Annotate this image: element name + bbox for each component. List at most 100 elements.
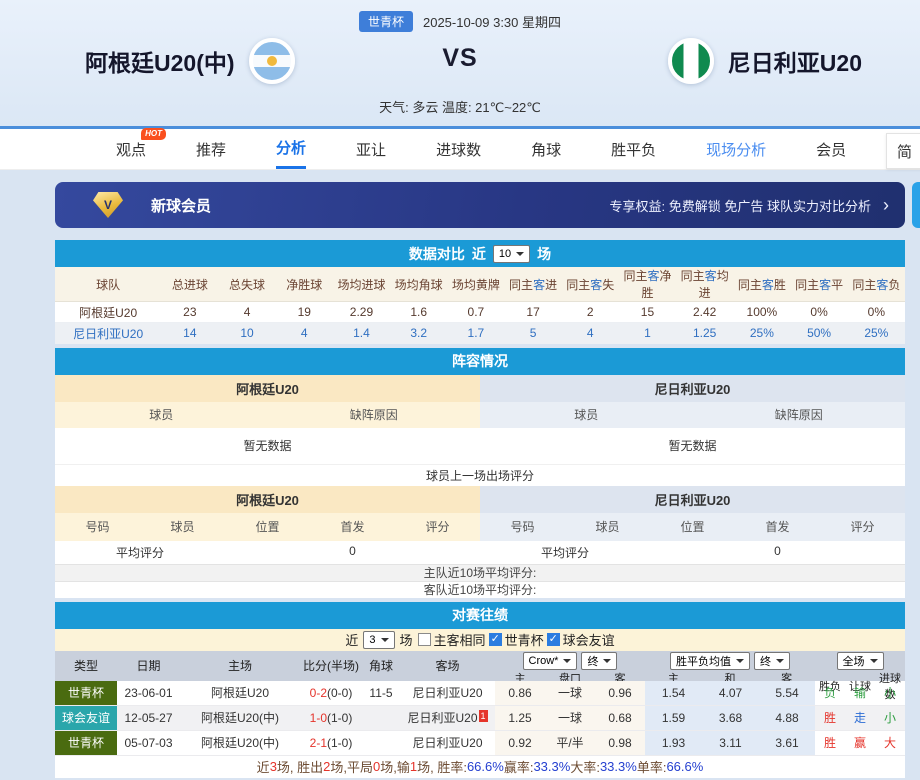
handicap-odds: 0.68 — [595, 705, 645, 730]
rating-caption: 球员上一场出场评分 — [55, 463, 905, 486]
compare-rounds-select[interactable]: 10 — [492, 244, 531, 263]
ratings-col-header: 号码 — [85, 520, 110, 534]
away-avg-label: 平均评分 — [540, 545, 589, 560]
compare-value: 25% — [847, 322, 905, 344]
compare-col-header: 同主客平 — [790, 267, 848, 302]
checkbox-主客相同[interactable] — [417, 633, 431, 646]
compare-team-name[interactable]: 阿根廷U20 — [55, 301, 162, 323]
caret-down-icon — [776, 658, 784, 667]
score-fulltime: 2-1 — [309, 735, 327, 750]
checkbox-label: 主客相同 — [433, 633, 486, 648]
nigeria-flag-icon — [667, 38, 714, 84]
h2h-rounds-select[interactable]: 3 — [363, 630, 395, 649]
compare-value: 4 — [275, 322, 333, 344]
score-fulltime: 0-2 — [309, 685, 327, 700]
summary-segment: 场, 胜率: — [417, 760, 467, 775]
handicap-odds: 0.98 — [595, 730, 645, 755]
h2h-header-客场: 客场 — [435, 659, 460, 673]
ratings-away-team: 尼日利亚U20 — [480, 485, 905, 513]
checkbox-label: 世青杯 — [504, 633, 544, 648]
nav-tab-现场分析[interactable]: 现场分析 — [706, 141, 767, 159]
result-flag: 小 — [883, 686, 896, 700]
sun-icon — [266, 56, 277, 66]
league-badge: 世青杯 — [358, 11, 413, 32]
final-odds-select[interactable]: 终 — [581, 651, 618, 670]
compare-value: 10 — [218, 322, 276, 344]
compare-col-header: 同主客进 — [504, 267, 562, 302]
match-date: 05-07-03 — [124, 735, 173, 750]
nav-tab-推荐[interactable]: 推荐 — [196, 141, 227, 159]
vip-diamond-icon: V — [91, 190, 125, 220]
compare-col-header: 场均角球 — [390, 267, 448, 302]
bookmaker-select[interactable]: Crow* — [522, 651, 578, 670]
checkbox-球会友谊[interactable] — [546, 632, 560, 646]
lineup-away-empty: 暂无数据 — [668, 439, 717, 453]
wdl-avg-select[interactable]: 胜平负均值 — [670, 651, 750, 670]
result-flag: 大 — [883, 736, 896, 750]
wdl-group-labels: 主和客 — [645, 670, 815, 686]
home-avg-value: 0 — [349, 543, 356, 558]
nav-tab-会员[interactable]: 会员 — [816, 141, 847, 159]
result-group-labels: 胜负 让球 进球数 — [815, 670, 905, 702]
caret-down-icon — [869, 658, 878, 667]
lang-toggle-button[interactable]: 简 — [886, 133, 920, 169]
compare-value: 1.4 — [332, 322, 391, 344]
compare-value: 5 — [504, 322, 562, 344]
compare-value: 25% — [733, 322, 791, 344]
score-halftime: (0-0) — [327, 685, 353, 700]
blue-char: 客 — [761, 277, 774, 292]
compare-col-header: 同主客净胜 — [618, 267, 677, 302]
match-score: 1-0 (1-0) — [300, 706, 362, 730]
compare-value: 14 — [161, 322, 219, 344]
next-banner-peek[interactable] — [912, 182, 920, 228]
nav-tab-分析[interactable]: 分析 — [276, 129, 307, 169]
vip-banner[interactable]: V 新球会员 专享权益: 免费解锁 免广告 球队实力对比分析 › — [55, 182, 905, 228]
caret-down-icon — [603, 658, 612, 667]
caret-down-icon — [380, 637, 389, 646]
score-halftime: (1-0) — [327, 710, 353, 725]
nav-tab-胜平负[interactable]: 胜平负 — [611, 141, 657, 159]
h2h-filter-row: 近 3 场 主客相同 世青杯 球会友谊 — [55, 628, 905, 651]
wdl-odds: 1.59 — [645, 705, 702, 730]
h2h-header-进球数: 进球数 — [879, 672, 901, 701]
handicap-odds: 0.92 — [495, 730, 545, 755]
h2h-row: 世青杯 23-06-01 阿根廷U20 0-2 (0-0) 11-5 尼日利亚U20 0.86… — [55, 680, 905, 706]
compare-value: 100% — [733, 301, 791, 323]
wdl-group: 胜平负均值 终主 和 客 — [645, 651, 815, 685]
lineup-col-player: 球员 — [574, 408, 599, 422]
nav-tab-角球[interactable]: 角球 — [531, 141, 562, 159]
ratings-col-header: 号码 — [510, 520, 535, 534]
nav-tab-观点[interactable]: 观点 HOT — [116, 128, 167, 169]
vip-benefits: 专享权益: 免费解锁 免广告 球队实力对比分析 › — [610, 196, 905, 215]
h2h-table-header: 类型 日期 主场 比分(半场) 角球 客场 Crow* 终主盘口客胜平负均值终主和客全场 胜负让… — [55, 650, 905, 701]
home-team-link[interactable]: 阿根廷U20(中) — [200, 736, 279, 750]
ratings-team-headers: 阿根廷U20 尼日利亚U20 — [55, 485, 905, 513]
home-team-link[interactable]: 阿根廷U20(中) — [200, 711, 279, 725]
compare-team-name[interactable]: 尼日利亚U20 — [55, 322, 162, 344]
compare-value: 50% — [790, 322, 848, 344]
scope-select[interactable]: 全场 — [836, 651, 884, 670]
result-flag: 输 — [853, 686, 866, 700]
checkbox-世青杯[interactable] — [488, 632, 502, 646]
blue-char: 客 — [876, 277, 889, 292]
h2h-header-角球: 角球 — [368, 659, 393, 673]
lineup-section-header: 阵容情况 — [55, 347, 905, 375]
argentina-flag-icon — [248, 38, 295, 84]
compare-value: 2 — [561, 301, 619, 323]
result-group: 全场 胜负 让球 进球数 — [815, 651, 905, 701]
h2h-header-让球: 让球 — [849, 680, 871, 693]
compare-col-header: 同主客胜 — [733, 267, 791, 302]
compare-col-header: 同主客均进 — [676, 267, 734, 302]
score-halftime: (1-0) — [327, 735, 353, 750]
weather-info: 天气: 多云 温度: 21℃~22℃ — [379, 100, 541, 115]
home-team-link[interactable]: 阿根廷U20 — [210, 686, 269, 700]
handicap-group-selects: Crow* 终 — [495, 651, 645, 670]
nav-tab-亚让[interactable]: 亚让 — [356, 141, 387, 159]
home-avg-label: 平均评分 — [115, 545, 164, 560]
h2h-header-比分(半场): 比分(半场) — [303, 659, 359, 673]
nav-tab-进球数[interactable]: 进球数 — [436, 141, 482, 159]
blue-char: 客 — [704, 269, 717, 283]
handicap-odds: 1.25 — [495, 705, 545, 730]
final-wdl-select[interactable]: 终 — [754, 651, 790, 670]
h2h-header-主场: 主场 — [227, 659, 252, 673]
